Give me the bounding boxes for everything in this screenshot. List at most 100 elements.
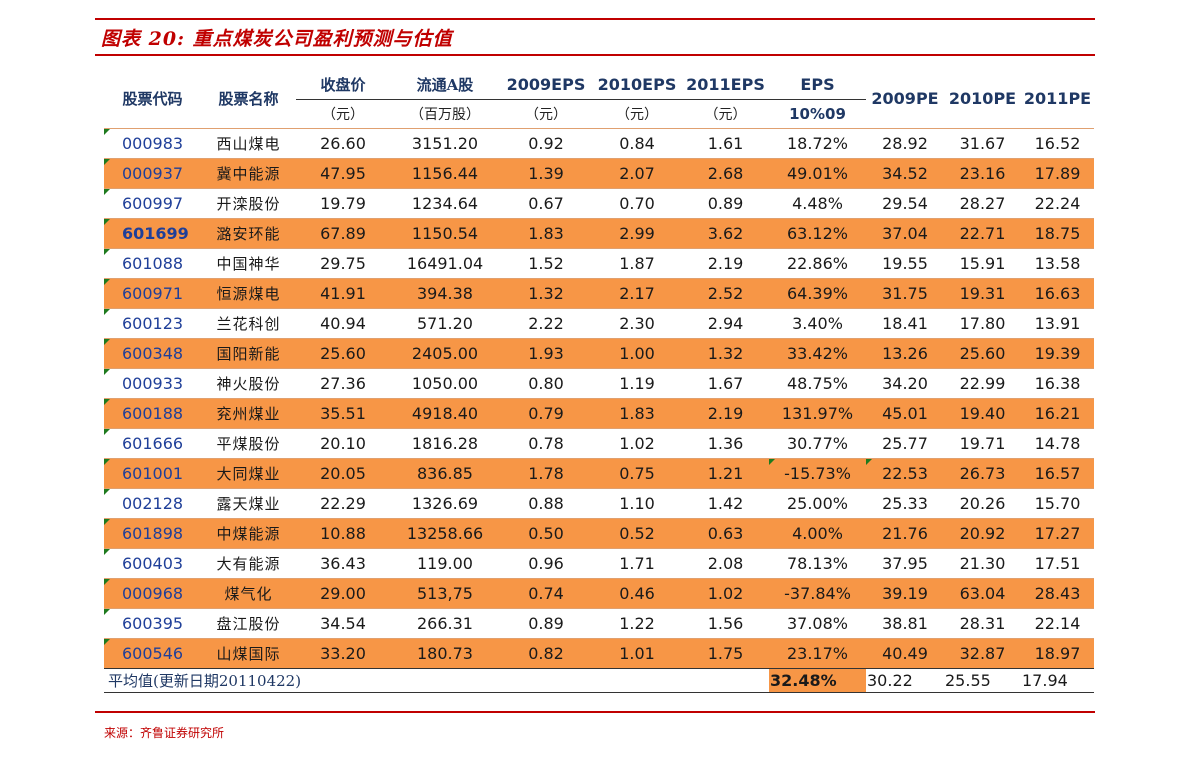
cell-code: 600971: [104, 278, 201, 309]
header-shares: 流通A股: [390, 69, 500, 100]
cell-eps09: 0.82: [500, 638, 592, 669]
cell-code: 000983: [104, 128, 201, 159]
cell-shares: 1050.00: [390, 368, 500, 399]
cell-close: 29.00: [296, 578, 390, 609]
cell-eps11: 1.32: [682, 338, 769, 369]
top-rule: [95, 18, 1095, 20]
table-body: 000983 西山煤电 26.60 3151.20 0.92 0.84 1.61 18.72%…: [104, 128, 1094, 669]
header-eps10-unit: （元）: [616, 107, 658, 123]
cell-eps10: 1.71: [592, 548, 682, 579]
cell-close: 33.20: [296, 638, 390, 669]
cell-name: 兰花科创: [201, 308, 296, 339]
cell-marker-icon: [104, 339, 110, 345]
header-eps-growth: EPS: [769, 69, 866, 100]
cell-pe11: 13.91: [1021, 308, 1094, 339]
cell-code: 601699: [104, 218, 201, 249]
cell-pe09: 39.19: [866, 578, 944, 609]
cell-marker-icon: [104, 459, 110, 465]
cell-eps11: 2.68: [682, 158, 769, 189]
cell-eps10: 1.02: [592, 428, 682, 459]
cell-pe09: 38.81: [866, 608, 944, 639]
cell-eps11: 2.52: [682, 278, 769, 309]
header-pe11: 2011PE: [1023, 89, 1092, 108]
cell-marker-icon: [104, 279, 110, 285]
cell-code: 600403: [104, 548, 201, 579]
cell-eps10: 2.17: [592, 278, 682, 309]
cell-pe11: 28.43: [1021, 578, 1094, 609]
cell-pe10: 20.92: [944, 518, 1021, 549]
cell-code: 601001: [104, 458, 201, 489]
cell-shares: 836.85: [390, 458, 500, 489]
cell-marker-icon: [104, 219, 110, 225]
header-eps09: 2009EPS: [500, 69, 592, 100]
cell-name: 开滦股份: [201, 188, 296, 219]
table-row: 000933 神火股份 27.36 1050.00 0.80 1.19 1.67 48.75%…: [104, 368, 1094, 399]
cell-growth: 33.42%: [769, 338, 866, 369]
cell-eps09: 1.39: [500, 158, 592, 189]
cell-pe09: 25.77: [866, 428, 944, 459]
cell-name: 大同煤业: [201, 458, 296, 489]
cell-pe10: 23.16: [944, 158, 1021, 189]
cell-close: 36.43: [296, 548, 390, 579]
cell-marker-icon: [104, 519, 110, 525]
cell-code: 600348: [104, 338, 201, 369]
cell-shares: 571.20: [390, 308, 500, 339]
cell-marker-icon: [104, 159, 110, 165]
cell-name: 冀中能源: [201, 158, 296, 189]
cell-pe09: 29.54: [866, 188, 944, 219]
cell-pe10: 28.27: [944, 188, 1021, 219]
cell-shares: 1816.28: [390, 428, 500, 459]
cell-close: 67.89: [296, 218, 390, 249]
cell-growth: 30.77%: [769, 428, 866, 459]
cell-pe09: 22.53: [866, 458, 944, 489]
cell-eps09: 1.93: [500, 338, 592, 369]
cell-close: 27.36: [296, 368, 390, 399]
cell-eps11: 2.94: [682, 308, 769, 339]
cell-marker-icon: [104, 369, 110, 375]
cell-growth: 25.00%: [769, 488, 866, 519]
cell-code: 601666: [104, 428, 201, 459]
cell-pe09: 34.52: [866, 158, 944, 189]
cell-pe10: 28.31: [944, 608, 1021, 639]
cell-growth: 3.40%: [769, 308, 866, 339]
cell-eps10: 2.07: [592, 158, 682, 189]
cell-pe09: 45.01: [866, 398, 944, 429]
cell-eps11: 1.21: [682, 458, 769, 489]
cell-code: 000937: [104, 158, 201, 189]
cell-pe09: 34.20: [866, 368, 944, 399]
cell-code: 600123: [104, 308, 201, 339]
cell-eps10: 2.30: [592, 308, 682, 339]
cell-growth: 131.97%: [769, 398, 866, 429]
cell-growth: 18.72%: [769, 128, 866, 159]
cell-eps10: 0.84: [592, 128, 682, 159]
bottom-rule: [95, 711, 1095, 713]
cell-pe10: 19.40: [944, 398, 1021, 429]
cell-close: 29.75: [296, 248, 390, 279]
cell-close: 25.60: [296, 338, 390, 369]
cell-close: 35.51: [296, 398, 390, 429]
cell-pe11: 17.51: [1021, 548, 1094, 579]
cell-pe10: 26.73: [944, 458, 1021, 489]
cell-eps10: 0.52: [592, 518, 682, 549]
cell-name: 中煤能源: [201, 518, 296, 549]
cell-growth: -15.73%: [769, 458, 866, 489]
average-label: 平均值(更新日期20110422): [104, 668, 769, 693]
cell-pe11: 16.52: [1021, 128, 1094, 159]
cell-eps09: 0.67: [500, 188, 592, 219]
cell-growth: 4.48%: [769, 188, 866, 219]
cell-shares: 3151.20: [390, 128, 500, 159]
cell-pe09: 18.41: [866, 308, 944, 339]
cell-pe11: 15.70: [1021, 488, 1094, 519]
cell-eps11: 2.19: [682, 248, 769, 279]
cell-name: 兖州煤业: [201, 398, 296, 429]
cell-name: 潞安环能: [201, 218, 296, 249]
table-row: 601666 平煤股份 20.10 1816.28 0.78 1.02 1.36 30.77%…: [104, 428, 1094, 459]
cell-pe10: 22.71: [944, 218, 1021, 249]
cell-pe10: 32.87: [944, 638, 1021, 669]
cell-close: 47.95: [296, 158, 390, 189]
average-row: 平均值(更新日期20110422) 32.48% 30.22 25.55 17.…: [104, 668, 1094, 693]
table-row: 601001 大同煤业 20.05 836.85 1.78 0.75 1.21 -15.73%…: [104, 458, 1094, 489]
cell-eps09: 1.52: [500, 248, 592, 279]
cell-pe09: 25.33: [866, 488, 944, 519]
cell-marker-icon: [104, 129, 110, 135]
